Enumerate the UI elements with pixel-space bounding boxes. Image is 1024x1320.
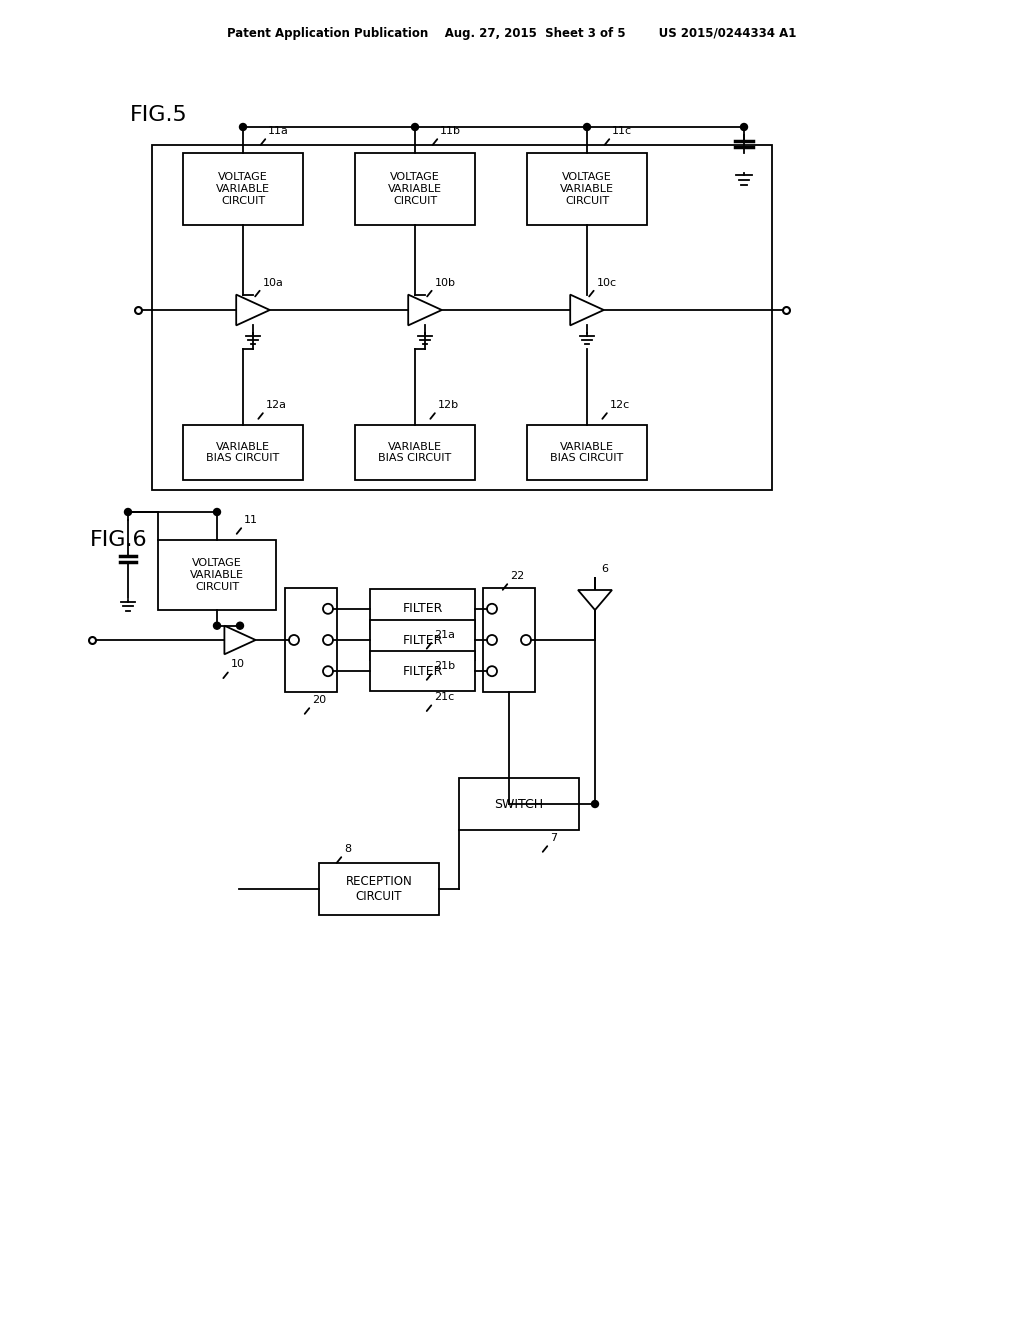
Text: 21a: 21a	[434, 630, 455, 640]
Text: VOLTAGE
VARIABLE
CIRCUIT: VOLTAGE VARIABLE CIRCUIT	[388, 173, 442, 206]
Bar	[370, 620, 475, 660]
Bar	[152, 145, 772, 490]
Bar	[285, 587, 337, 692]
Text: RECEPTION
CIRCUIT: RECEPTION CIRCUIT	[346, 875, 413, 903]
Bar	[527, 153, 647, 224]
Text: 11: 11	[244, 515, 258, 525]
Text: FIG.6: FIG.6	[90, 531, 147, 550]
Polygon shape	[237, 294, 269, 326]
Text: 10c: 10c	[596, 277, 616, 288]
Text: FILTER: FILTER	[402, 665, 442, 677]
Bar	[158, 540, 276, 610]
Text: 6: 6	[601, 564, 608, 574]
Bar	[459, 777, 579, 830]
Text: 8: 8	[344, 843, 351, 854]
Text: VARIABLE
BIAS CIRCUIT: VARIABLE BIAS CIRCUIT	[207, 442, 280, 463]
Bar	[527, 425, 647, 480]
Circle shape	[584, 124, 591, 131]
Text: 10a: 10a	[262, 277, 284, 288]
Text: 20: 20	[312, 696, 326, 705]
Text: 11a: 11a	[268, 125, 289, 136]
Text: 11c: 11c	[612, 125, 632, 136]
Text: 21c: 21c	[434, 692, 455, 702]
Bar	[355, 153, 475, 224]
Text: VOLTAGE
VARIABLE
CIRCUIT: VOLTAGE VARIABLE CIRCUIT	[216, 173, 270, 206]
Text: VARIABLE
BIAS CIRCUIT: VARIABLE BIAS CIRCUIT	[379, 442, 452, 463]
Circle shape	[592, 800, 598, 808]
Text: FIG.5: FIG.5	[130, 106, 187, 125]
Text: 21b: 21b	[434, 661, 455, 671]
Text: VOLTAGE
VARIABLE
CIRCUIT: VOLTAGE VARIABLE CIRCUIT	[560, 173, 614, 206]
Bar	[183, 153, 303, 224]
Bar	[319, 863, 439, 915]
Text: FILTER: FILTER	[402, 634, 442, 647]
Text: 22: 22	[510, 572, 524, 581]
Polygon shape	[409, 294, 441, 326]
Circle shape	[213, 622, 220, 630]
Circle shape	[213, 508, 220, 516]
Text: VARIABLE
BIAS CIRCUIT: VARIABLE BIAS CIRCUIT	[550, 442, 624, 463]
Polygon shape	[578, 590, 612, 610]
Circle shape	[740, 124, 748, 131]
Circle shape	[125, 508, 131, 516]
Bar	[370, 651, 475, 692]
Text: SWITCH: SWITCH	[495, 797, 544, 810]
Text: 10b: 10b	[434, 277, 456, 288]
Text: Patent Application Publication    Aug. 27, 2015  Sheet 3 of 5        US 2015/024: Patent Application Publication Aug. 27, …	[227, 26, 797, 40]
Text: VOLTAGE
VARIABLE
CIRCUIT: VOLTAGE VARIABLE CIRCUIT	[190, 558, 244, 591]
Text: 12c: 12c	[609, 400, 630, 411]
Text: 7: 7	[550, 833, 557, 843]
Circle shape	[412, 124, 419, 131]
Text: FILTER: FILTER	[402, 602, 442, 615]
Bar	[355, 425, 475, 480]
Circle shape	[240, 124, 247, 131]
Polygon shape	[570, 294, 604, 326]
Text: 10: 10	[230, 659, 245, 669]
Circle shape	[237, 622, 244, 630]
Text: 12a: 12a	[265, 400, 287, 411]
Bar	[183, 425, 303, 480]
Bar	[483, 587, 535, 692]
Text: 11b: 11b	[440, 125, 461, 136]
Bar	[370, 589, 475, 628]
Text: 12b: 12b	[437, 400, 459, 411]
Polygon shape	[224, 626, 256, 655]
